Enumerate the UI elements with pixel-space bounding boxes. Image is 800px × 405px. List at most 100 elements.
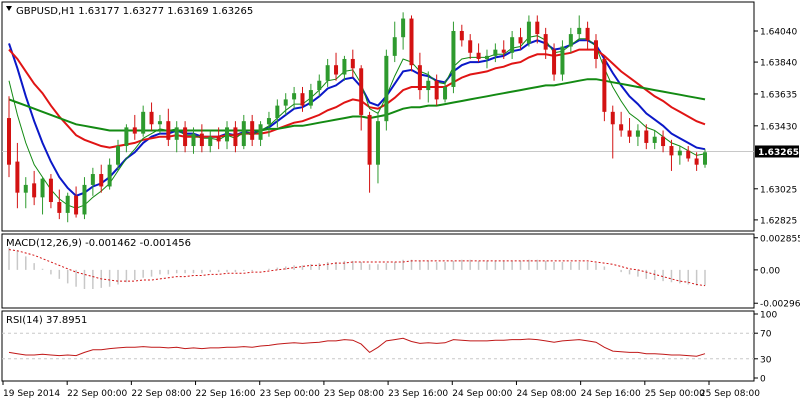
candle [342, 55, 347, 81]
candle-body [90, 174, 95, 185]
candle [266, 111, 271, 137]
candle-body [258, 124, 263, 140]
candle-body [518, 37, 523, 44]
candle [417, 52, 422, 100]
candle-body [65, 195, 70, 213]
price-axis: 1.64040 1.63840 1.63635 1.63430 1.63025 1.628… [754, 27, 799, 226]
candle [635, 124, 640, 147]
candle-body [107, 164, 112, 187]
candle-body [342, 58, 347, 75]
candle [367, 111, 372, 193]
candle-body [476, 52, 481, 59]
candle [283, 93, 288, 115]
current-price-tag [755, 145, 799, 158]
candle-body [367, 114, 372, 165]
price-tick-label: 1.63025 [760, 185, 797, 195]
time-tick-label: 24 Sep 08:00 [516, 389, 576, 399]
candle [501, 40, 506, 59]
candle-body [568, 34, 573, 47]
candle-body [359, 68, 364, 115]
candle-body [183, 127, 188, 147]
candle [669, 139, 674, 171]
candle [476, 43, 481, 63]
candle [484, 49, 489, 69]
candle-body [15, 161, 20, 193]
candle-body [241, 121, 246, 147]
candle [426, 71, 431, 103]
candle [568, 27, 573, 53]
candle-body [677, 150, 682, 156]
candle-body [526, 21, 531, 44]
candle-body [459, 30, 464, 41]
time-tick-label: 23 Sep 16:00 [388, 389, 448, 399]
candle [132, 114, 137, 140]
candle-body [308, 90, 313, 106]
candle-body [392, 37, 397, 56]
candle-body [493, 49, 498, 56]
time-axis: 19 Sep 2014 22 Sep 00:00 22 Sep 08:00 22 Se… [2, 381, 760, 399]
candle [116, 139, 121, 171]
candle [510, 30, 515, 59]
candle-body [484, 55, 489, 59]
candle-body [325, 65, 330, 81]
candle-body [317, 80, 322, 91]
candle-body [468, 40, 473, 53]
candle [48, 174, 53, 209]
current-price-label: 1.63265 [758, 148, 799, 158]
candle [65, 192, 70, 223]
rsi-axis: 100 70 30 0 [754, 311, 777, 385]
main-price-panel[interactable] [1, 1, 755, 232]
candlesticks [7, 12, 707, 223]
candle-body [250, 121, 255, 140]
candle-body [99, 174, 104, 187]
candle [74, 186, 79, 218]
rsi-plot [2, 332, 754, 360]
candle [157, 114, 162, 134]
macd-title: MACD(12,26,9) -0.001462 -0.001456 [6, 238, 191, 249]
time-tick-label: 22 Sep 08:00 [131, 389, 191, 399]
candle-body [216, 136, 221, 142]
candle-body [32, 183, 37, 198]
dropdown-triangle-icon[interactable] [6, 6, 12, 11]
candle [32, 170, 37, 206]
candle [468, 34, 473, 59]
candle [258, 121, 263, 147]
candle-body [283, 99, 288, 106]
candle [40, 177, 45, 215]
candle [577, 15, 582, 41]
candle [99, 164, 104, 193]
candle-body [417, 65, 422, 91]
symbol-header: GBPUSD,H1 1.63177 1.63277 1.63169 1.6326… [16, 6, 253, 17]
candle-body [225, 127, 230, 142]
candle-body [510, 37, 515, 53]
candle-body [669, 146, 674, 156]
time-tick-label: 19 Sep 2014 [3, 389, 60, 399]
candle [183, 121, 188, 153]
candle [174, 121, 179, 153]
price-tick-label: 1.63635 [760, 90, 797, 100]
candle-body [501, 49, 506, 53]
time-tick-label: 25 Sep 08:00 [700, 389, 760, 399]
candle [661, 130, 666, 153]
candle [216, 127, 221, 150]
macd-panel[interactable] [1, 233, 755, 309]
candle-body [426, 80, 431, 91]
candle-body [552, 49, 557, 75]
price-tick-label: 1.63840 [760, 59, 797, 69]
rsi-title: RSI(14) 37.8951 [6, 315, 87, 326]
candle [627, 118, 632, 143]
candle [552, 43, 557, 81]
candle [82, 177, 87, 220]
candle-body [401, 18, 406, 38]
candle [107, 158, 112, 190]
candle [359, 65, 364, 131]
macd-tick-label: -0.002965 [760, 300, 800, 310]
candle [233, 121, 238, 153]
rsi-panel[interactable] [1, 310, 755, 382]
rsi-tick-label: 0 [760, 375, 766, 385]
macd-axis: 0.002855 0.00 -0.002965 [754, 234, 800, 310]
candle [392, 21, 397, 63]
candle-body [409, 18, 414, 66]
candle [518, 27, 523, 50]
candle-body [74, 195, 79, 215]
